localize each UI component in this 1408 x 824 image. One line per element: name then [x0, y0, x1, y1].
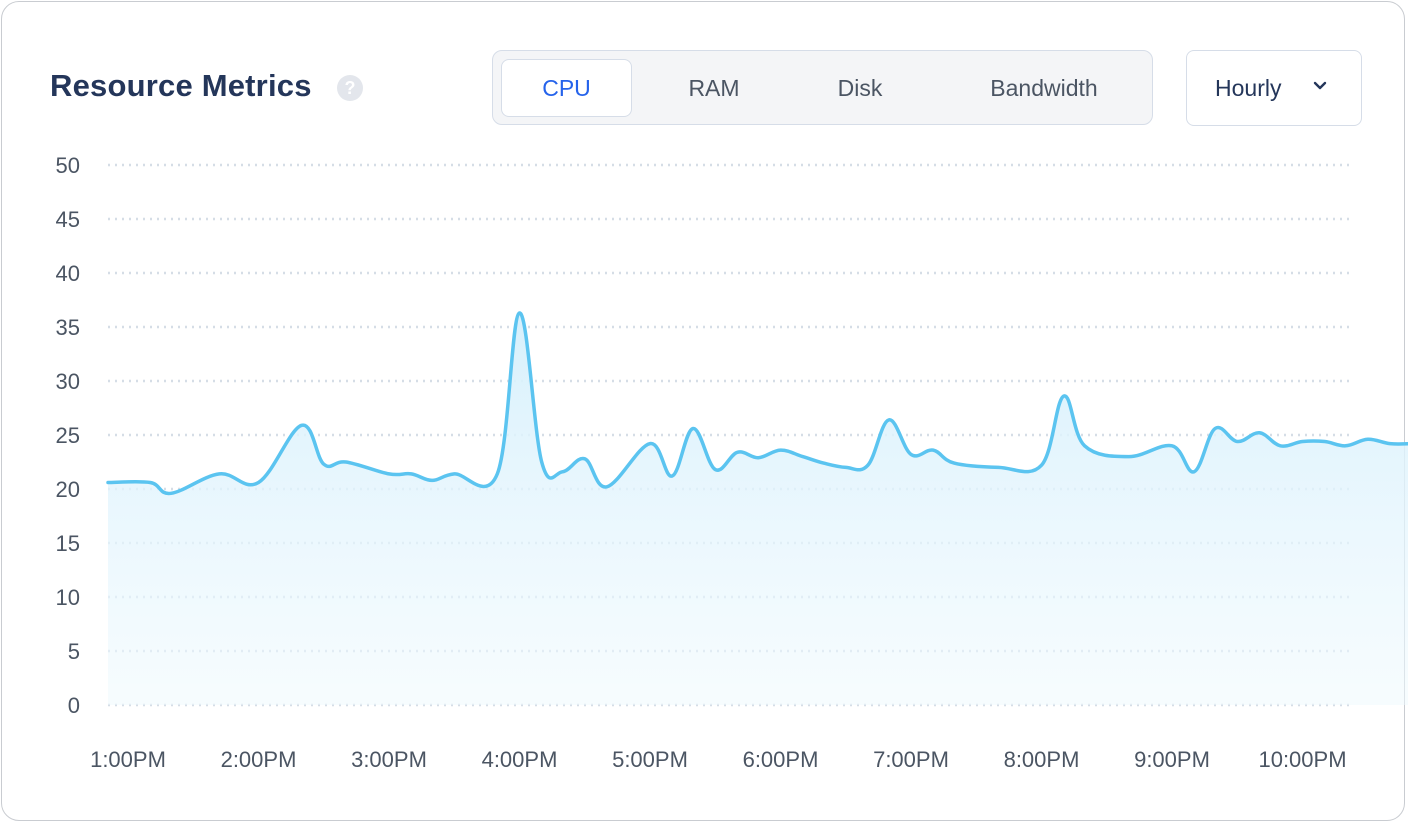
data-point	[605, 485, 609, 489]
data-point	[822, 461, 826, 465]
data-point	[430, 478, 434, 482]
x-tick-label: 1:00PM	[90, 747, 166, 772]
y-tick-label: 10	[56, 585, 80, 610]
data-point	[344, 460, 348, 464]
data-point	[583, 457, 587, 461]
data-point	[387, 472, 391, 476]
data-point	[1083, 444, 1087, 448]
y-tick-label: 50	[56, 153, 80, 178]
page-title: Resource Metrics	[50, 68, 312, 103]
data-point	[300, 423, 304, 427]
x-tick-label: 8:00PM	[1004, 747, 1080, 772]
data-point	[801, 455, 805, 459]
interval-select[interactable]: Hourly	[1186, 50, 1362, 126]
data-point	[1301, 439, 1305, 443]
data-point	[779, 448, 783, 452]
data-point	[1213, 427, 1217, 431]
data-point	[866, 463, 870, 467]
data-point	[996, 465, 1000, 469]
data-point	[887, 418, 891, 422]
data-point	[518, 311, 522, 315]
data-point	[952, 461, 956, 465]
chevron-down-icon	[1313, 81, 1327, 90]
y-tick-label: 30	[56, 369, 80, 394]
data-point	[148, 481, 152, 485]
data-point	[1040, 463, 1044, 467]
y-tick-label: 40	[56, 261, 80, 286]
x-tick-label: 9:00PM	[1134, 747, 1210, 772]
x-tick-label: 5:00PM	[612, 747, 688, 772]
y-tick-label: 5	[68, 639, 80, 664]
metric-tabs: CPU RAM Disk Bandwidth	[492, 50, 1153, 125]
data-point	[1127, 455, 1131, 459]
help-icon[interactable]: ?	[337, 75, 363, 101]
data-point	[1062, 394, 1066, 398]
data-point	[322, 462, 326, 466]
tab-ram[interactable]: RAM	[688, 74, 740, 101]
data-point	[648, 442, 652, 446]
y-tick-label: 0	[68, 693, 80, 718]
tab-bandwidth[interactable]: Bandwidth	[990, 74, 1098, 101]
tab-disk[interactable]: Disk	[837, 74, 883, 101]
y-tick-label: 20	[56, 477, 80, 502]
x-tick-label: 4:00PM	[482, 747, 558, 772]
interval-select-value: Hourly	[1215, 75, 1282, 101]
data-point	[1323, 439, 1327, 443]
x-tick-label: 7:00PM	[873, 747, 949, 772]
x-tick-label: 6:00PM	[743, 747, 819, 772]
data-point	[713, 468, 717, 472]
data-point	[1366, 437, 1370, 441]
y-tick-label: 25	[56, 423, 80, 448]
data-point	[1344, 444, 1348, 448]
data-point	[735, 450, 739, 454]
data-point	[217, 472, 221, 476]
data-point	[691, 427, 695, 431]
cpu-series-line	[106, 311, 1408, 496]
data-point	[257, 481, 261, 485]
data-point	[1388, 442, 1392, 446]
x-tick-label: 3:00PM	[351, 747, 427, 772]
y-tick-label: 15	[56, 531, 80, 556]
data-point	[670, 474, 674, 478]
data-point	[409, 472, 413, 476]
data-point	[561, 470, 565, 474]
data-point	[931, 448, 935, 452]
data-point	[1257, 431, 1261, 435]
y-axis-ticks: 0 5 10 15 20 25 30 35 40 45 50	[56, 153, 80, 718]
data-point	[540, 460, 544, 464]
data-point	[1192, 470, 1196, 474]
x-tick-label: 2:00PM	[221, 747, 297, 772]
y-tick-label: 35	[56, 315, 80, 340]
x-tick-label: 10:00PM	[1258, 747, 1346, 772]
data-point	[1170, 444, 1174, 448]
data-point	[169, 491, 173, 495]
data-point	[1278, 444, 1282, 448]
data-point	[495, 472, 499, 476]
data-point	[909, 452, 913, 456]
x-axis-ticks: 1:00PM 2:00PM 3:00PM 4:00PM 5:00PM 6:00PM 7:00…	[90, 747, 1346, 772]
data-point	[1235, 439, 1239, 443]
data-point	[106, 481, 110, 485]
data-point	[844, 465, 848, 469]
y-tick-label: 45	[56, 207, 80, 232]
tab-cpu[interactable]: CPU	[501, 59, 632, 117]
data-point	[756, 456, 760, 460]
cpu-area-fill	[108, 312, 1408, 705]
data-point	[452, 472, 456, 476]
